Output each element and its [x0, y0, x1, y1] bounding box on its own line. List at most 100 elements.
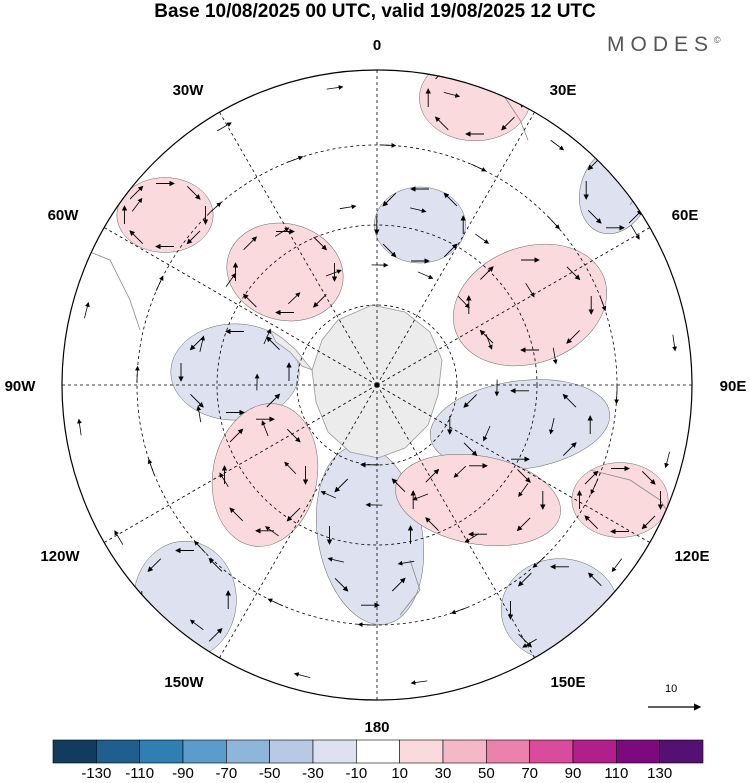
wind-arrow	[566, 330, 580, 344]
wind-arrow	[518, 633, 532, 648]
wind-arrow	[155, 275, 164, 291]
lon-label-90w: 90W	[5, 378, 37, 395]
wind-arrow	[614, 387, 619, 405]
map-title: Base 10/08/2025 00 UTC, valid 19/08/2025…	[154, 1, 596, 22]
wind-arrow	[443, 92, 461, 98]
meridian-line	[376, 384, 650, 543]
anomaly-contour	[419, 70, 531, 142]
wind-arrow	[664, 451, 670, 469]
colorbar-swatch	[182, 739, 227, 764]
wind-arrow	[425, 468, 440, 483]
wind-arrow	[129, 185, 144, 200]
colorbar-tick-label: -130	[81, 765, 112, 782]
wind-arrow	[208, 628, 223, 642]
wind-arrow	[588, 633, 603, 648]
lon-label-60e: 60E	[672, 207, 699, 224]
colorbar-tick-label: -110	[125, 765, 155, 782]
wind-arrow	[584, 470, 599, 485]
anomaly-low-10w	[374, 186, 466, 264]
wind-arrow	[287, 292, 301, 305]
colorbar-tick-label: 30	[434, 765, 452, 782]
wind-arrow	[590, 479, 599, 495]
wind-arrow	[286, 428, 301, 443]
wind-arrow	[457, 295, 470, 309]
brand-mark: ©	[714, 35, 721, 45]
anomaly-layer	[116, 70, 669, 662]
wind-arrow	[208, 202, 222, 214]
wind-arrow	[208, 557, 223, 572]
wind-arrow	[628, 156, 643, 170]
wind-arrow	[443, 192, 458, 207]
wind-arrow	[630, 225, 640, 240]
meridian-line	[376, 384, 535, 658]
wind-arrow	[566, 266, 581, 281]
wind-arrow	[147, 628, 162, 643]
wind-arrow	[584, 515, 599, 529]
wind-arrow	[517, 572, 532, 587]
wind-arrow	[189, 619, 204, 631]
wind-arrow	[225, 272, 236, 287]
wind-arrow	[483, 425, 491, 442]
wind-arrow	[293, 672, 311, 678]
wind-arrow	[611, 558, 623, 573]
anomaly-low-150w	[133, 540, 237, 660]
wind-arrow	[266, 336, 280, 351]
anomaly-low-165e	[315, 445, 425, 625]
wind-arrow	[417, 271, 434, 279]
anomaly-high-65w	[116, 177, 214, 253]
lon-label-150e: 150E	[550, 674, 585, 691]
colorbar-tick-label: -50	[258, 765, 281, 782]
wind-arrow	[190, 393, 204, 408]
colorbar-swatch	[616, 739, 660, 764]
wind-arrow	[517, 469, 531, 483]
meridian-line	[104, 384, 378, 543]
wind-arrow	[391, 478, 406, 493]
anomaly-high-50w	[226, 222, 344, 322]
wind-arrow	[522, 638, 537, 648]
colorbar-swatch	[399, 739, 444, 764]
colorbar-tick-label: 130	[647, 765, 673, 782]
colorbar-swatch	[529, 739, 574, 764]
wind-arrow	[588, 572, 602, 587]
wind-arrow	[243, 236, 257, 251]
meridian-line	[376, 227, 650, 386]
anomaly-high-55e	[453, 243, 607, 367]
wind-arrow	[229, 507, 244, 522]
wind-arrow	[131, 197, 143, 212]
wind-arrow	[464, 533, 480, 543]
wind-arrow	[480, 266, 494, 280]
colorbar-swatch	[269, 739, 314, 764]
wind-arrow	[550, 139, 565, 151]
wind-vectors	[77, 70, 677, 685]
wind-arrow	[485, 333, 493, 350]
wind-arrow	[475, 233, 490, 244]
wind-arrow	[263, 328, 271, 345]
wind-arrow	[194, 540, 206, 554]
lon-label-120e: 120E	[674, 548, 709, 565]
anomaly-contour	[211, 403, 319, 547]
wind-arrow	[532, 556, 546, 568]
wind-arrow	[286, 507, 301, 522]
lon-label-150w: 150W	[164, 674, 204, 691]
wind-arrow	[410, 680, 428, 685]
anomaly-contour	[226, 222, 344, 322]
wind-arrow	[410, 207, 427, 213]
map-boundary	[61, 69, 693, 701]
brand-logo: MODES©	[607, 33, 721, 57]
wind-arrow	[84, 301, 90, 319]
wind-arrow	[327, 557, 344, 563]
wind-arrow	[287, 155, 304, 163]
wind-arrow	[599, 295, 607, 312]
anomaly-contour	[500, 558, 620, 662]
wind-arrow	[313, 293, 327, 308]
colorbar-tick-label: 90	[564, 765, 582, 782]
anomaly-contour	[395, 453, 561, 547]
anomaly-high-115w	[211, 403, 319, 547]
wind-arrow	[264, 526, 279, 537]
wind-arrow	[501, 70, 516, 80]
lon-label-30e: 30E	[550, 82, 577, 99]
lon-label-0: 0	[373, 37, 381, 54]
meridian-line	[219, 384, 378, 658]
wind-arrow	[641, 471, 656, 485]
latitude-circle	[216, 224, 538, 546]
